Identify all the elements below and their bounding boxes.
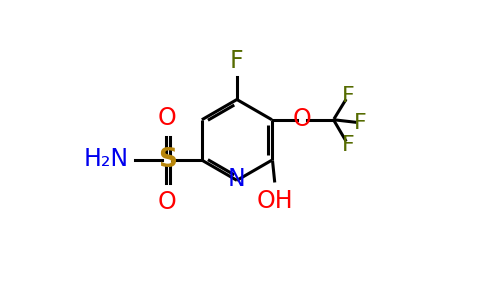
Text: F: F <box>342 86 354 106</box>
Text: N: N <box>227 167 245 191</box>
Text: F: F <box>230 49 244 73</box>
Text: O: O <box>158 190 177 214</box>
Text: O: O <box>158 106 177 130</box>
Text: OH: OH <box>257 189 293 213</box>
Text: S: S <box>158 147 177 173</box>
Text: F: F <box>354 113 367 133</box>
Text: F: F <box>342 135 354 155</box>
Text: H₂N: H₂N <box>84 147 129 171</box>
Text: O: O <box>293 107 312 131</box>
